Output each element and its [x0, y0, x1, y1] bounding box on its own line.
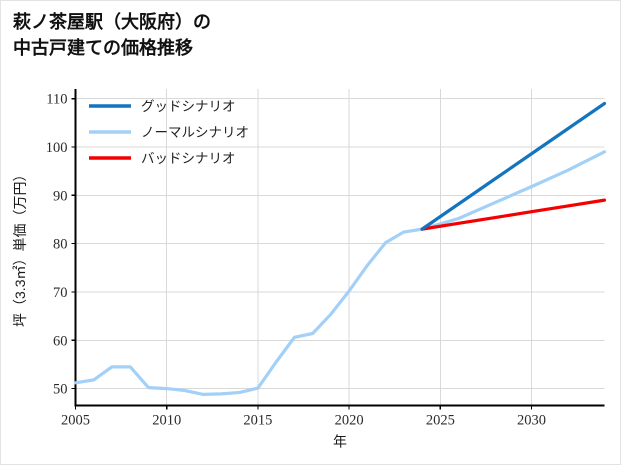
y-tick-label: 90	[53, 188, 68, 204]
legend-label: グッドシナリオ	[141, 99, 236, 114]
legend-label: ノーマルシナリオ	[141, 125, 249, 140]
y-tick-label: 100	[46, 140, 68, 156]
x-tick-label: 2010	[152, 413, 181, 429]
x-axis-title: 年	[333, 434, 347, 450]
x-tick-label: 2020	[335, 413, 364, 429]
y-tick-label: 60	[53, 333, 68, 349]
page-title: 萩ノ茶屋駅（大阪府）の 中古戸建ての価格推移	[13, 12, 211, 59]
series-line	[420, 101, 607, 231]
y-tick-label: 80	[53, 237, 68, 253]
axis-lines	[74, 89, 605, 407]
x-tick-label: 2015	[243, 413, 272, 429]
y-tick-label: 110	[46, 92, 67, 108]
x-tick-label: 2025	[426, 413, 455, 429]
x-tick-label: 2005	[61, 413, 90, 429]
x-axis-tick-labels: 2005 2010 2015 2020 2025 2030	[61, 405, 546, 429]
y-axis-title: 坪（3.3㎡）単価（万円）	[12, 168, 28, 327]
series-line	[420, 198, 607, 231]
series-lines-group	[73, 101, 607, 396]
y-tick-label: 50	[53, 382, 68, 398]
y-tick-label: 70	[53, 285, 68, 301]
legend-label: バッドシナリオ	[141, 151, 236, 166]
x-tick-label: 2030	[517, 413, 546, 429]
series-line	[73, 150, 607, 396]
y-axis-tick-labels: 50 60 70 80 90 100 110	[46, 92, 76, 398]
axis-titles-group: 年 坪（3.3㎡）単価（万円）	[12, 168, 347, 450]
